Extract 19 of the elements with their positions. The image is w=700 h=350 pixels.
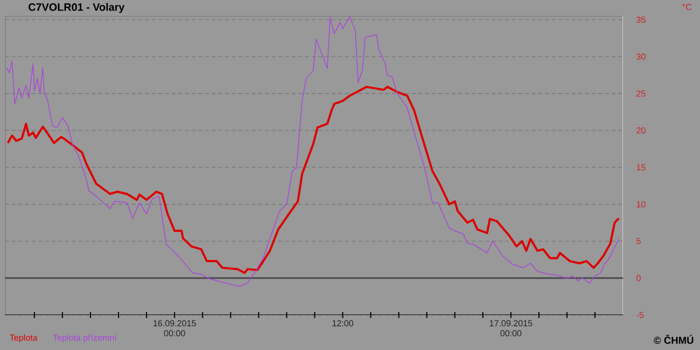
y-tick-label: 25 bbox=[636, 90, 646, 97]
y-tick-label: 10 bbox=[636, 201, 646, 208]
text: Teplota bbox=[10, 334, 38, 342]
y-tick-label: 35 bbox=[636, 16, 646, 23]
y-tick-label: -5 bbox=[636, 312, 644, 318]
x-tick-label: 12:00 bbox=[332, 320, 354, 326]
line-series bbox=[6, 16, 620, 287]
y-tick-label: 5 bbox=[636, 238, 641, 244]
text: © ČHMÚ bbox=[654, 334, 694, 344]
line-series bbox=[6, 86, 620, 274]
y-axis-title: °C bbox=[682, 4, 692, 10]
y-tick-label: 0 bbox=[636, 275, 641, 282]
x-tick-label: 16.09.2015 00:00 bbox=[154, 320, 196, 336]
y-tick-label: 30 bbox=[636, 54, 646, 60]
chart-title: C7VOLR01 - Volary bbox=[28, 3, 125, 13]
text: Teplota přízemní bbox=[52, 334, 117, 342]
y-tick-label: 15 bbox=[636, 164, 646, 170]
y-tick-label: 20 bbox=[636, 127, 646, 134]
x-tick-label: 17.09.2015 00:00 bbox=[490, 320, 532, 336]
